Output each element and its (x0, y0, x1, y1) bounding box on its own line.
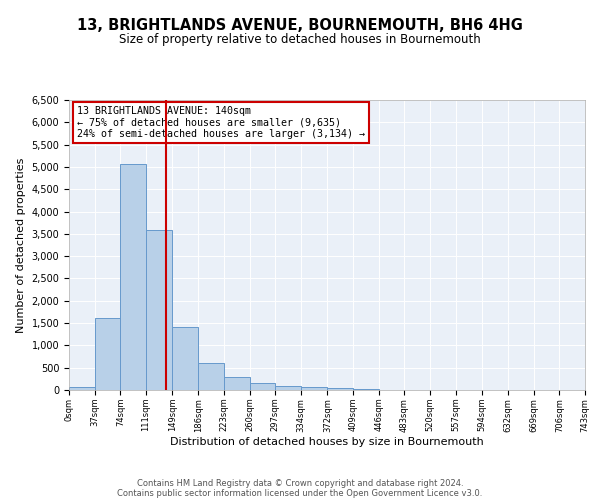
Bar (301, 387, 328, 390)
Y-axis label: Number of detached properties: Number of detached properties (16, 158, 26, 332)
Bar (275, 386, 301, 390)
Bar (328, 388, 353, 390)
Bar (172, 326, 198, 390)
Bar (353, 388, 379, 390)
Text: 13 BRIGHTLANDS AVENUE: 140sqm
← 75% of detached houses are smaller (9,635)
24% o: 13 BRIGHTLANDS AVENUE: 140sqm ← 75% of d… (77, 106, 365, 139)
Text: 13, BRIGHTLANDS AVENUE, BOURNEMOUTH, BH6 4HG: 13, BRIGHTLANDS AVENUE, BOURNEMOUTH, BH6… (77, 18, 523, 32)
X-axis label: Distribution of detached houses by size in Bournemouth: Distribution of detached houses by size … (170, 437, 484, 447)
Text: Size of property relative to detached houses in Bournemouth: Size of property relative to detached ho… (119, 32, 481, 46)
Bar (95, 318, 121, 390)
Bar (224, 376, 250, 390)
Bar (69, 388, 95, 390)
Text: Contains public sector information licensed under the Open Government Licence v3: Contains public sector information licen… (118, 488, 482, 498)
Text: Contains HM Land Registry data © Crown copyright and database right 2024.: Contains HM Land Registry data © Crown c… (137, 478, 463, 488)
Bar (146, 230, 172, 390)
Bar (250, 383, 275, 390)
Bar (198, 363, 224, 390)
Bar (121, 164, 146, 390)
